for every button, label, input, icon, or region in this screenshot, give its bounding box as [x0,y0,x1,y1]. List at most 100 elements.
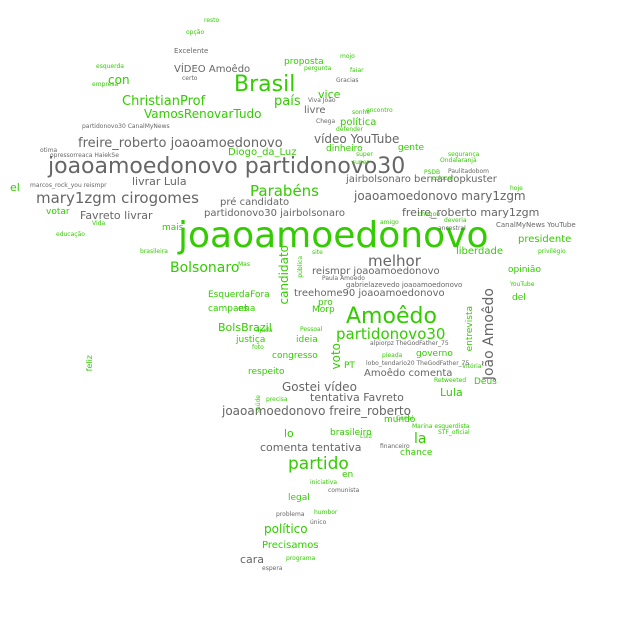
cloud-word: ajuda [256,327,273,334]
cloud-word: Chega [316,118,336,125]
cloud-word: Diogo_da_Luz [228,147,297,158]
cloud-word: pré candidato [220,197,290,208]
cloud-word: CanalMyNews YouTube [496,221,576,229]
cloud-word: legal [288,493,310,503]
cloud-word: Favreto livrar [80,209,153,222]
cloud-word: vídeo YouTube [314,132,400,146]
cloud-word: hoje [510,185,523,192]
cloud-word: Vitória [462,363,482,370]
cloud-word: BolsBrazil [218,321,272,334]
cloud-word: mundo [384,415,416,425]
cloud-word: Gracias [336,77,359,84]
cloud-word: Viva João [308,97,336,104]
cloud-word: cara [240,553,265,566]
cloud-word: sonhe [352,109,371,116]
cloud-word: Canal [396,415,414,422]
cloud-word: congresso [272,351,318,361]
cloud-word: gabrielazevedo joaoamoedonovo [346,281,463,289]
cloud-word: votar [46,207,70,217]
cloud-word: mojo [340,53,355,60]
cloud-word: Deus [474,377,497,387]
cloud-word: Parabéns [250,182,319,200]
cloud-word: Brasil [234,72,296,97]
cloud-word: certo [182,75,198,82]
cloud-word: Marina esquerdista [412,423,470,430]
cloud-word: respeito [248,367,285,377]
cloud-word: candidato [277,245,291,305]
cloud-word: livrar Lula [132,175,187,188]
cloud-word: VamosRenovarTudo [144,107,262,121]
cloud-word: segurança [448,151,480,158]
cloud-word: joaoamoedonovo freire_roberto [222,404,411,418]
cloud-word: en [342,470,354,480]
cloud-word: Mas [238,261,250,268]
cloud-word: país [274,94,301,109]
cloud-word: chance [400,448,433,458]
cloud-word: presidente [518,234,572,245]
cloud-word: empresa [92,81,119,88]
cloud-word: opinião [508,265,541,275]
cloud-word: Amoêdo [346,304,437,329]
cloud-word: EsquerdaFora [208,290,270,300]
cloud-word: Retweeted [434,377,467,384]
cloud-word: lo [284,427,294,440]
cloud-word: reismpr joaoamoedonovo [312,266,440,277]
cloud-word: programa [286,555,316,562]
cloud-word: liberdade [456,246,503,257]
cloud-word: pública [297,256,304,278]
cloud-word: freire_roberto mary1zgm [402,206,540,219]
cloud-word: melhor [368,252,421,270]
cloud-word: mais [162,223,184,233]
cloud-word: resto [204,17,220,24]
cloud-word: livre [304,105,326,116]
cloud-word: ancestral [438,225,466,232]
cloud-word: super [356,151,373,158]
cloud-word: humbor [314,509,338,516]
cloud-word: precisa [266,396,288,403]
cloud-word: João Amoêdo [481,288,497,381]
cloud-word: Morp [312,305,335,315]
cloud-word: ideia [296,335,318,345]
cloud-word: saúde [255,395,262,414]
cloud-word: encontro [366,107,393,114]
cloud-word: marcos_rock_you reismpr [30,182,107,189]
cloud-word: espera [262,565,283,572]
cloud-word: Paulitadobom [448,168,489,175]
cloud-word: Lula [440,386,463,399]
cloud-word: amigo [380,219,399,226]
cloud-word: político [264,522,308,536]
cloud-word: Vida [92,220,106,227]
cloud-word: política [340,117,377,128]
cloud-word: tentativa Favreto [310,391,404,404]
cloud-word: el [10,181,20,194]
cloud-word: YouTube [510,281,535,288]
cloud-word: Precisamos [262,540,319,551]
cloud-word: treehome90 joaoamoedonovo [294,288,445,299]
cloud-word: site [312,249,323,256]
cloud-word: ChristianProf [122,94,206,109]
cloud-word: Amoêdo comenta [364,368,453,379]
cloud-word: pro [318,298,333,308]
cloud-word: joaoamoedonovo [178,215,489,256]
cloud-word: partido [288,454,349,474]
cloud-word: colocar [432,175,454,182]
cloud-word: justiça [236,335,266,345]
cloud-word: deveria [444,217,467,224]
cloud-word: problema [276,511,305,518]
cloud-word: PSDB [424,169,441,176]
cloud-word: con [108,73,130,87]
cloud-word: super [352,159,369,166]
cloud-word: otima [40,147,58,154]
cloud-word: campanha [208,304,256,314]
cloud-word: VÍDEO Amoêdo [174,64,251,75]
cloud-word: freire_roberto joaoamoedonovo [78,136,283,151]
cloud-word: comunista [328,487,360,494]
cloud-word: Ondalaranja [440,157,477,164]
cloud-word: defender [336,126,364,133]
cloud-word: brasileiro [330,428,372,438]
cloud-word: gente [398,143,425,153]
cloud-word: mary1zgm cirogomes [36,189,199,207]
cloud-word: del [512,293,526,303]
